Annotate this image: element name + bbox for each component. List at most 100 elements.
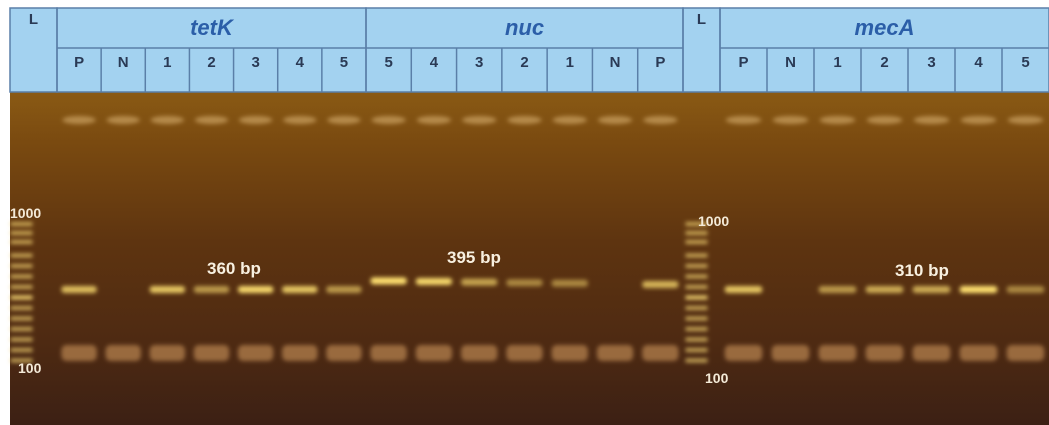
well xyxy=(773,116,809,124)
target-band xyxy=(552,280,588,287)
well xyxy=(62,116,96,124)
ladder-band xyxy=(11,222,33,226)
gene-name: mecA xyxy=(855,15,915,40)
target-band xyxy=(960,286,998,293)
ladder-band xyxy=(11,327,33,331)
target-band xyxy=(326,286,361,293)
target-band xyxy=(642,281,678,288)
well xyxy=(726,116,762,124)
lane-label: P xyxy=(738,54,748,71)
lane-label: 1 xyxy=(163,54,171,71)
primer-band xyxy=(552,345,588,361)
primer-band xyxy=(506,345,542,361)
ladder-band xyxy=(11,240,33,244)
ladder-band xyxy=(686,285,708,289)
primer-band xyxy=(106,345,141,361)
ladder-band xyxy=(11,254,33,258)
ladder-band xyxy=(686,264,708,268)
primer-band xyxy=(597,345,633,361)
ladder-band xyxy=(11,296,33,300)
target-band xyxy=(461,279,497,286)
lane-label: 5 xyxy=(384,54,392,71)
primer-band xyxy=(416,345,452,361)
lane-label: 5 xyxy=(340,54,348,71)
ladder-band xyxy=(686,275,708,279)
target-band xyxy=(282,286,317,293)
primer-band xyxy=(61,345,96,361)
primer-band xyxy=(461,345,497,361)
well xyxy=(507,116,541,124)
target-band xyxy=(913,286,951,293)
lane-label: N xyxy=(610,54,621,71)
well xyxy=(643,116,677,124)
page: {"columns": [ {"label": "L"}, {"gene": "… xyxy=(0,0,1049,425)
lane-label: 2 xyxy=(207,54,215,71)
ladder-band xyxy=(686,348,708,352)
ladder-label: L xyxy=(697,11,706,28)
primer-band xyxy=(725,345,763,361)
target-band xyxy=(238,286,273,293)
well xyxy=(961,116,997,124)
band-size-label: 395 bp xyxy=(447,248,501,267)
lane-label: 5 xyxy=(1021,54,1029,71)
band-size-label: 310 bp xyxy=(895,261,949,280)
ladder-band xyxy=(686,240,708,244)
ladder-band xyxy=(686,231,708,235)
ladder-band xyxy=(686,296,708,300)
target-band xyxy=(506,279,542,286)
well xyxy=(239,116,273,124)
marker-label: 100 xyxy=(705,370,729,386)
target-band xyxy=(866,286,904,293)
ladder-label: L xyxy=(29,11,38,28)
well xyxy=(195,116,229,124)
ladder-band xyxy=(686,317,708,321)
ladder-band xyxy=(11,348,33,352)
lane-label: P xyxy=(74,54,84,71)
ladder-band xyxy=(686,338,708,342)
lane-label: 4 xyxy=(430,54,439,71)
lane-label: 4 xyxy=(974,54,983,71)
primer-band xyxy=(642,345,678,361)
well xyxy=(283,116,317,124)
primer-band xyxy=(866,345,904,361)
well xyxy=(371,116,405,124)
well xyxy=(598,116,632,124)
ladder-band xyxy=(686,306,708,310)
lane-label: 3 xyxy=(475,54,483,71)
well xyxy=(327,116,361,124)
primer-band xyxy=(772,345,810,361)
ladder-band xyxy=(11,264,33,268)
ladder-band xyxy=(686,359,708,363)
gene-name: tetK xyxy=(190,15,235,40)
primer-band xyxy=(819,345,857,361)
ladder-band xyxy=(11,231,33,235)
lane-label: 2 xyxy=(520,54,528,71)
lane-label: 3 xyxy=(251,54,259,71)
ladder-band xyxy=(11,275,33,279)
well xyxy=(106,116,140,124)
well xyxy=(462,116,496,124)
primer-band xyxy=(913,345,951,361)
target-band xyxy=(150,286,185,293)
primer-band xyxy=(238,345,273,361)
ladder-band xyxy=(686,254,708,258)
primer-band xyxy=(282,345,317,361)
band-size-label: 360 bp xyxy=(207,259,261,278)
primer-band xyxy=(150,345,185,361)
well xyxy=(417,116,451,124)
well xyxy=(914,116,950,124)
ladder-band xyxy=(11,317,33,321)
lane-label: 1 xyxy=(833,54,841,71)
well xyxy=(553,116,587,124)
ladder-band xyxy=(11,285,33,289)
target-band xyxy=(1007,286,1045,293)
well xyxy=(820,116,856,124)
primer-band xyxy=(371,345,407,361)
lane-label: 1 xyxy=(566,54,574,71)
target-band xyxy=(194,286,229,293)
primer-band xyxy=(1007,345,1045,361)
gel-figure: LtetKPN12345nuc54321NPLmecAPN12345 10001… xyxy=(0,0,1049,425)
ladder-band xyxy=(11,338,33,342)
well xyxy=(867,116,903,124)
ladder-band xyxy=(11,306,33,310)
